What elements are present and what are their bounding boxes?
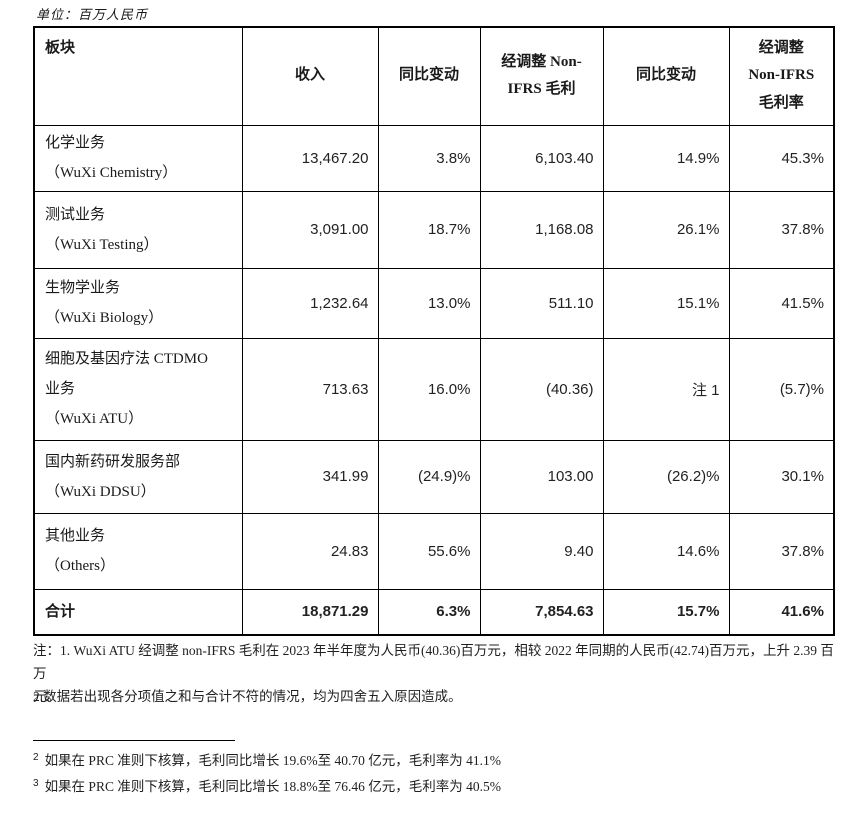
revenue-value: 713.63 <box>241 337 379 441</box>
table-row-total: 合计 18,871.29 6.3% 7,854.63 15.7% 41.6% <box>33 588 835 636</box>
yoy-profit-value: (26.2)% <box>602 439 730 514</box>
total-gross-profit-value: 7,854.63 <box>479 588 604 636</box>
margin-value: 30.1% <box>728 439 835 514</box>
total-revenue-value: 18,871.29 <box>241 588 379 636</box>
column-header-yoy-profit: 同比变动 <box>602 26 730 126</box>
segment-label: 化学业务 （WuXi Chemistry） <box>33 124 243 192</box>
page-footnote-2: 2 如果在 PRC 准则下核算，毛利同比增长 19.6%至 40.70 亿元，毛利… <box>33 749 839 769</box>
yoy-profit-value: 26.1% <box>602 190 730 269</box>
page-footnote-3: 3 如果在 PRC 准则下核算，毛利同比增长 18.8%至 76.46 亿元，毛利… <box>33 775 839 795</box>
column-header-segment: 板块 <box>33 26 243 126</box>
yoy-revenue-value: 3.8% <box>377 124 481 192</box>
unit-label: 单位：百万人民币 <box>36 7 149 22</box>
yoy-revenue-value: 13.0% <box>377 267 481 339</box>
segment-label: 其他业务 （Others） <box>33 512 243 590</box>
footnote-2-text: 如果在 PRC 准则下核算，毛利同比增长 19.6%至 40.70 亿元，毛利率… <box>44 753 501 768</box>
total-margin-value: 41.6% <box>728 588 835 636</box>
total-label: 合计 <box>33 588 243 636</box>
gross-profit-value: (40.36) <box>479 337 604 441</box>
gross-profit-value: 9.40 <box>479 512 604 590</box>
header-row: 板块 收入 同比变动 经调整 Non- IFRS 毛利 同比变动 经调整 Non… <box>33 26 835 126</box>
gross-profit-value: 103.00 <box>479 439 604 514</box>
yoy-profit-value: 注 1 <box>602 337 730 441</box>
yoy-profit-value: 15.1% <box>602 267 730 339</box>
segment-label: 测试业务 （WuXi Testing） <box>33 190 243 269</box>
column-header-revenue: 收入 <box>241 26 379 126</box>
revenue-value: 1,232.64 <box>241 267 379 339</box>
segment-financials-table: 板块 收入 同比变动 经调整 Non- IFRS 毛利 同比变动 经调整 Non… <box>33 26 835 636</box>
segment-label: 生物学业务 （WuXi Biology） <box>33 267 243 339</box>
margin-value: (5.7)% <box>728 337 835 441</box>
footnote-divider <box>33 740 235 741</box>
table-row-others: 其他业务 （Others） 24.83 55.6% 9.40 14.6% 37.… <box>33 512 835 590</box>
total-yoy-profit-value: 15.7% <box>602 588 730 636</box>
margin-value: 41.5% <box>728 267 835 339</box>
yoy-profit-value: 14.6% <box>602 512 730 590</box>
revenue-value: 13,467.20 <box>241 124 379 192</box>
yoy-revenue-value: 16.0% <box>377 337 481 441</box>
revenue-value: 341.99 <box>241 439 379 514</box>
footnote-3-marker: 3 <box>33 777 39 789</box>
segment-label: 细胞及基因疗法 CTDMO 业务 （WuXi ATU） <box>33 337 243 441</box>
margin-value: 37.8% <box>728 190 835 269</box>
margin-value: 37.8% <box>728 512 835 590</box>
table-row-wuxi-biology: 生物学业务 （WuXi Biology） 1,232.64 13.0% 511.… <box>33 267 835 339</box>
column-header-gross-margin: 经调整 Non-IFRS 毛利率 <box>728 26 835 126</box>
revenue-value: 24.83 <box>241 512 379 590</box>
gross-profit-value: 6,103.40 <box>479 124 604 192</box>
table-note-1: 注：1. WuXi ATU 经调整 non-IFRS 毛利在 2023 年半年度… <box>33 643 834 704</box>
revenue-value: 3,091.00 <box>241 190 379 269</box>
gross-profit-value: 1,168.08 <box>479 190 604 269</box>
yoy-revenue-value: 55.6% <box>377 512 481 590</box>
column-header-yoy-revenue: 同比变动 <box>377 26 481 126</box>
table-row-wuxi-atu: 细胞及基因疗法 CTDMO 业务 （WuXi ATU） 713.63 16.0%… <box>33 337 835 441</box>
margin-value: 45.3% <box>728 124 835 192</box>
yoy-revenue-value: (24.9)% <box>377 439 481 514</box>
yoy-profit-value: 14.9% <box>602 124 730 192</box>
column-header-adjusted-gross-profit: 经调整 Non- IFRS 毛利 <box>479 26 604 126</box>
table-row-wuxi-testing: 测试业务 （WuXi Testing） 3,091.00 18.7% 1,168… <box>33 190 835 269</box>
footnote-3-text: 如果在 PRC 准则下核算，毛利同比增长 18.8%至 76.46 亿元，毛利率… <box>44 779 501 794</box>
footnote-2-marker: 2 <box>33 751 39 763</box>
table-row-wuxi-chemistry: 化学业务 （WuXi Chemistry） 13,467.20 3.8% 6,1… <box>33 124 835 192</box>
table-row-wuxi-ddsu: 国内新药研发服务部 （WuXi DDSU） 341.99 (24.9)% 103… <box>33 439 835 514</box>
total-yoy-revenue-value: 6.3% <box>377 588 481 636</box>
table-note-2: 2.数据若出现各分项值之和与合计不符的情况，均为四舍五入原因造成。 <box>33 689 462 704</box>
gross-profit-value: 511.10 <box>479 267 604 339</box>
segment-label: 国内新药研发服务部 （WuXi DDSU） <box>33 439 243 514</box>
yoy-revenue-value: 18.7% <box>377 190 481 269</box>
